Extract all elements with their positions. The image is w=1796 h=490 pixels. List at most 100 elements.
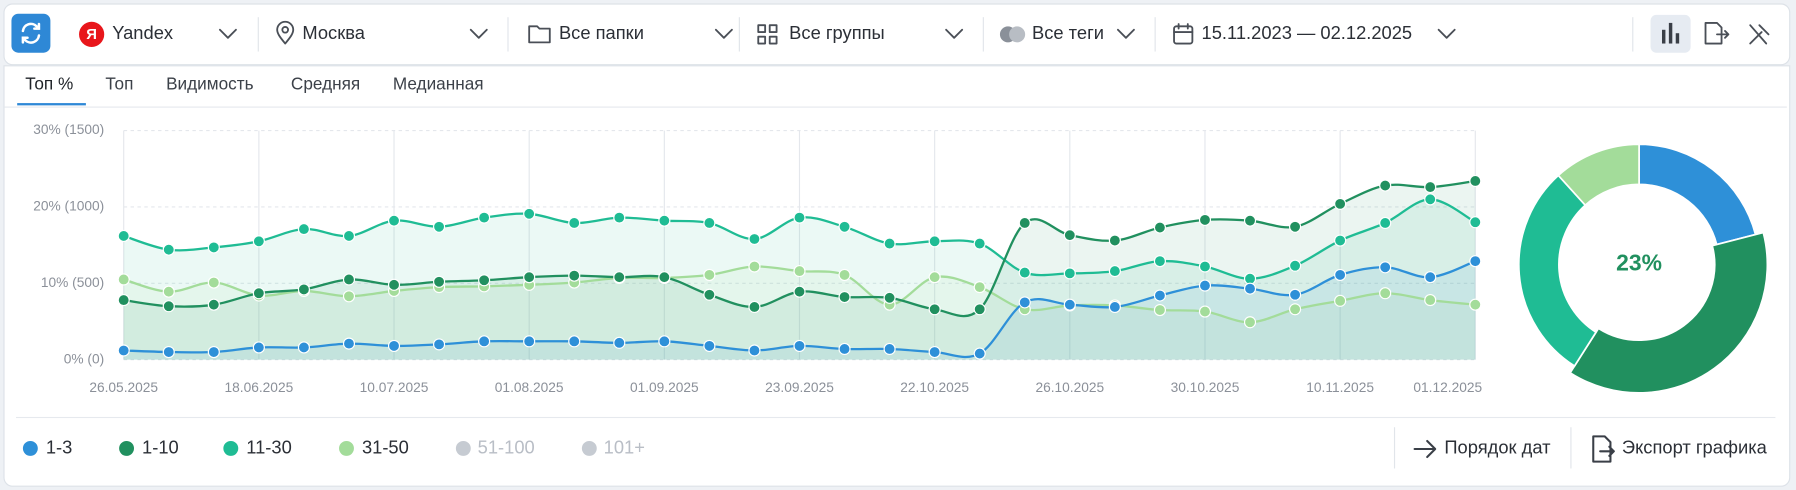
data-point — [793, 285, 806, 298]
data-point — [1108, 300, 1121, 314]
data-point — [928, 271, 941, 284]
tab[interactable]: Видимость — [166, 74, 254, 94]
tab[interactable]: Топ % — [25, 74, 74, 94]
series-area — [123, 180, 1476, 360]
engine-icon: Я — [79, 21, 105, 47]
data-point — [928, 303, 941, 316]
data-point — [207, 241, 220, 254]
chart: 0% (0) 10% (500) 20% (1000) 30% (1500) 26.05… — [33, 122, 1769, 395]
data-point — [568, 269, 581, 282]
data-point — [793, 265, 806, 278]
sort-dates-button[interactable]: Порядок дат — [1444, 438, 1551, 459]
data-point — [1153, 221, 1166, 234]
data-point — [1243, 214, 1257, 227]
group-select[interactable]: Все группы — [789, 24, 885, 44]
series-area — [123, 261, 1476, 360]
pie-slice — [1557, 143, 1640, 207]
data-point — [1198, 279, 1212, 292]
data-point — [162, 285, 175, 298]
refresh-icon — [21, 22, 41, 44]
data-point — [658, 335, 671, 348]
data-point — [1243, 316, 1257, 329]
refresh-button[interactable] — [11, 13, 51, 53]
data-point — [207, 276, 220, 289]
data-point — [1469, 216, 1482, 229]
divider — [738, 17, 740, 52]
legend-label[interactable]: 11-30 — [246, 438, 292, 459]
data-point — [973, 281, 986, 294]
x-tick-label: 01.09.2025 — [630, 380, 699, 395]
date-select[interactable]: 15.11.2023 — 02.12.2025 — [1201, 24, 1413, 44]
data-point — [478, 274, 491, 287]
x-tick-label: 22.10.2025 — [900, 380, 969, 395]
data-point — [1334, 197, 1347, 210]
data-point — [748, 232, 761, 246]
data-point — [658, 214, 671, 227]
data-point — [523, 271, 536, 284]
data-point — [703, 216, 716, 230]
data-point — [883, 342, 896, 356]
data-point — [568, 335, 581, 348]
tag-select[interactable]: Все теги — [1032, 24, 1104, 44]
active-tab-indicator — [17, 103, 86, 106]
tab[interactable]: Медианная — [392, 74, 484, 94]
data-point — [1198, 260, 1212, 273]
tab[interactable]: Топ — [105, 74, 134, 94]
folder-select[interactable]: Все папки — [558, 24, 644, 44]
engine-select[interactable]: Yandex — [112, 24, 174, 44]
data-point — [1424, 181, 1437, 194]
divider — [1393, 427, 1396, 469]
data-point — [928, 345, 941, 359]
data-point — [387, 214, 401, 227]
divider — [1154, 17, 1156, 52]
data-point — [568, 216, 581, 230]
x-tick-label: 18.06.2025 — [224, 380, 293, 395]
data-point — [478, 335, 491, 348]
pie-slice — [1568, 231, 1769, 394]
tab[interactable]: Средняя — [290, 74, 361, 94]
series-area — [123, 266, 1476, 360]
data-point — [117, 229, 130, 243]
legend-label[interactable]: 51-100 — [477, 438, 535, 459]
data-point — [1243, 272, 1257, 285]
data-point — [162, 243, 175, 256]
legend-marker — [339, 440, 354, 456]
legend-label[interactable]: 31-50 — [361, 438, 409, 459]
legend-label[interactable]: 1-3 — [45, 438, 73, 459]
data-point — [1424, 294, 1437, 307]
x-tick-label: 23.09.2025 — [765, 380, 834, 395]
data-point — [1198, 213, 1212, 226]
data-point — [613, 271, 626, 284]
data-point — [342, 273, 356, 286]
data-point — [838, 342, 851, 356]
data-point — [1334, 234, 1347, 247]
data-point — [1289, 259, 1302, 272]
export-chart-button[interactable]: Экспорт графика — [1621, 438, 1767, 459]
divider — [257, 17, 259, 52]
legend-label[interactable]: 101+ — [603, 438, 645, 459]
x-tick-label: 01.12.2025 — [1413, 380, 1482, 395]
data-point — [838, 220, 851, 233]
data-point — [1379, 179, 1392, 192]
data-point — [1424, 193, 1437, 206]
data-point — [1153, 303, 1166, 317]
y-tick-label: 20% (1000) — [33, 199, 104, 214]
x-tick-label: 30.10.2025 — [1171, 380, 1240, 395]
data-point — [1153, 289, 1166, 302]
data-point — [433, 220, 446, 233]
data-point — [1063, 298, 1076, 311]
data-point — [297, 223, 310, 236]
toolbar — [3, 3, 1791, 66]
x-tick-label: 01.08.2025 — [495, 380, 564, 395]
data-point — [162, 345, 175, 359]
data-point — [838, 268, 851, 281]
data-point — [523, 335, 536, 348]
legend-marker — [119, 440, 135, 456]
region-select[interactable]: Москва — [302, 24, 365, 44]
data-point — [342, 229, 356, 243]
legend-marker — [22, 440, 38, 456]
data-point — [1063, 229, 1076, 242]
data-point — [703, 339, 716, 352]
legend-label[interactable]: 1-10 — [142, 438, 179, 459]
legend-marker — [223, 440, 239, 456]
